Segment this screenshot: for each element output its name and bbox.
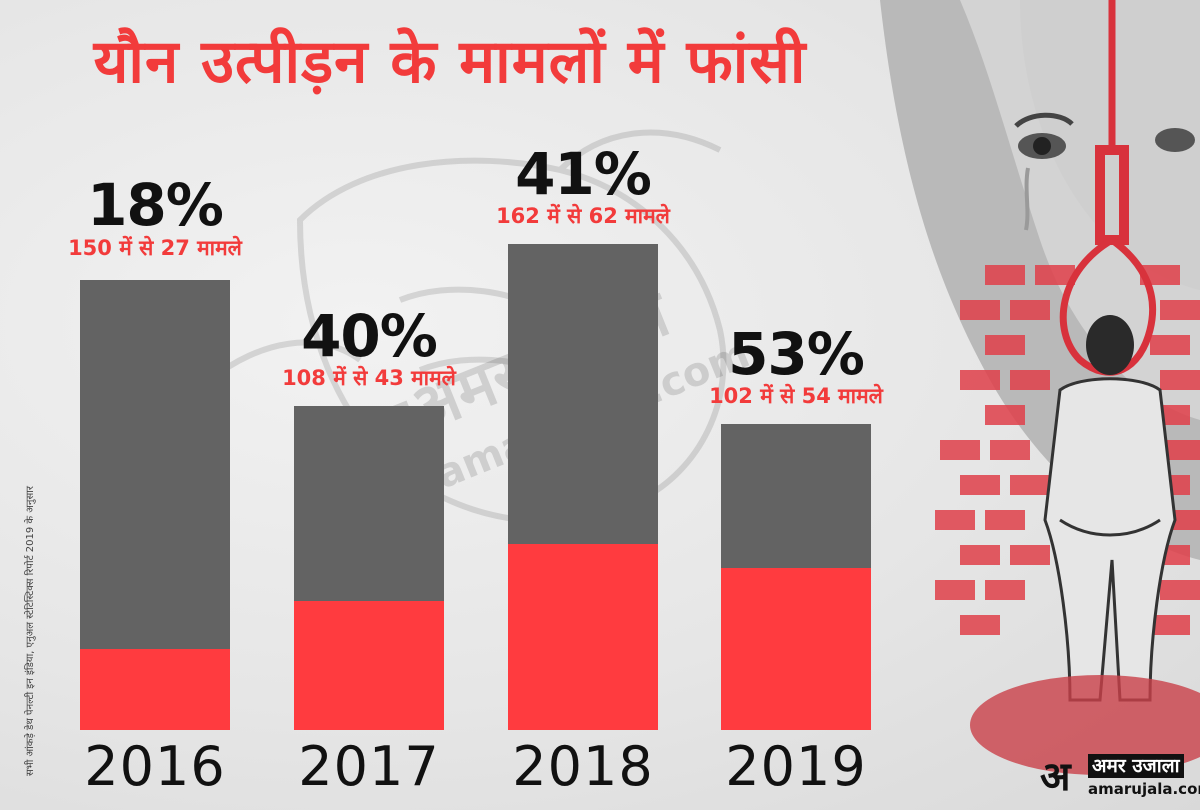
cases-label-2016: 150 में से 27 मामले bbox=[68, 236, 242, 260]
bar-total-2019 bbox=[721, 424, 871, 568]
bar-total-2016 bbox=[80, 280, 230, 649]
bar-death-sentence-2018 bbox=[508, 544, 658, 730]
year-label-2018: 2018 bbox=[512, 735, 654, 798]
source-note: सभी आंकड़े डेथ पेनल्टी इन इंडिया, एनुअल … bbox=[25, 486, 36, 776]
bar-total-2018 bbox=[508, 244, 658, 544]
percent-label-2018: 41% bbox=[515, 140, 652, 208]
bars-group bbox=[80, 244, 871, 730]
year-label-2019: 2019 bbox=[725, 735, 867, 798]
year-label-2016: 2016 bbox=[84, 735, 226, 798]
brand-logo: अ अमर उजाला amarujala.com bbox=[1040, 752, 1200, 804]
logo-url: amarujala.com bbox=[1088, 780, 1200, 798]
percent-label-2016: 18% bbox=[87, 171, 224, 239]
brick-wall bbox=[935, 265, 1200, 635]
cases-label-2017: 108 में से 43 मामले bbox=[282, 366, 456, 390]
bar-death-sentence-2017 bbox=[294, 601, 444, 730]
logo-name: अमर उजाला bbox=[1088, 754, 1184, 778]
bar-total-2017 bbox=[294, 406, 444, 601]
percent-label-2019: 53% bbox=[728, 320, 865, 388]
cases-label-2019: 102 में से 54 मामले bbox=[709, 384, 883, 408]
year-label-2017: 2017 bbox=[298, 735, 440, 798]
percent-label-2017: 40% bbox=[301, 302, 438, 370]
bar-death-sentence-2019 bbox=[721, 568, 871, 730]
bar-death-sentence-2016 bbox=[80, 649, 230, 730]
cases-label-2018: 162 में से 62 मामले bbox=[496, 204, 670, 228]
chart-title: यौन उत्पीड़न के मामलों में फांसी bbox=[93, 27, 807, 97]
standing-figure bbox=[970, 315, 1200, 775]
logo-mark-icon: अ bbox=[1040, 754, 1071, 800]
